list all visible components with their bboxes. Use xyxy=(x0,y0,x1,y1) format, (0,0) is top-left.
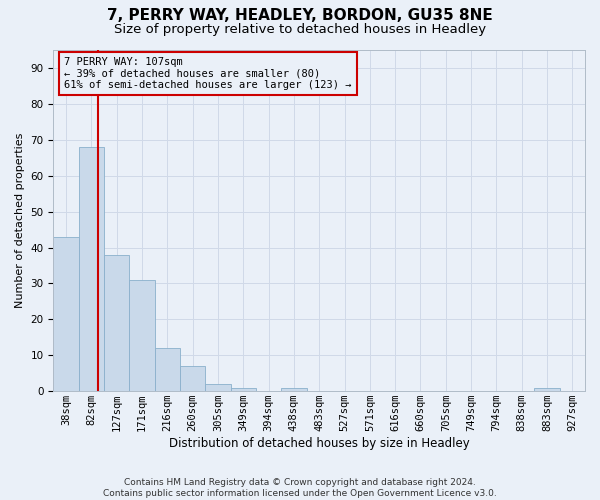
Bar xyxy=(130,280,155,391)
Text: 7, PERRY WAY, HEADLEY, BORDON, GU35 8NE: 7, PERRY WAY, HEADLEY, BORDON, GU35 8NE xyxy=(107,8,493,22)
X-axis label: Distribution of detached houses by size in Headley: Distribution of detached houses by size … xyxy=(169,437,470,450)
Text: Contains HM Land Registry data © Crown copyright and database right 2024.
Contai: Contains HM Land Registry data © Crown c… xyxy=(103,478,497,498)
Y-axis label: Number of detached properties: Number of detached properties xyxy=(15,133,25,308)
Bar xyxy=(155,348,180,391)
Bar xyxy=(230,388,256,391)
Bar xyxy=(205,384,230,391)
Text: 7 PERRY WAY: 107sqm
← 39% of detached houses are smaller (80)
61% of semi-detach: 7 PERRY WAY: 107sqm ← 39% of detached ho… xyxy=(64,57,352,90)
Bar xyxy=(53,236,79,391)
Bar xyxy=(180,366,205,391)
Text: Size of property relative to detached houses in Headley: Size of property relative to detached ho… xyxy=(114,22,486,36)
Bar xyxy=(535,388,560,391)
Bar xyxy=(281,388,307,391)
Bar xyxy=(79,147,104,391)
Bar xyxy=(104,254,130,391)
